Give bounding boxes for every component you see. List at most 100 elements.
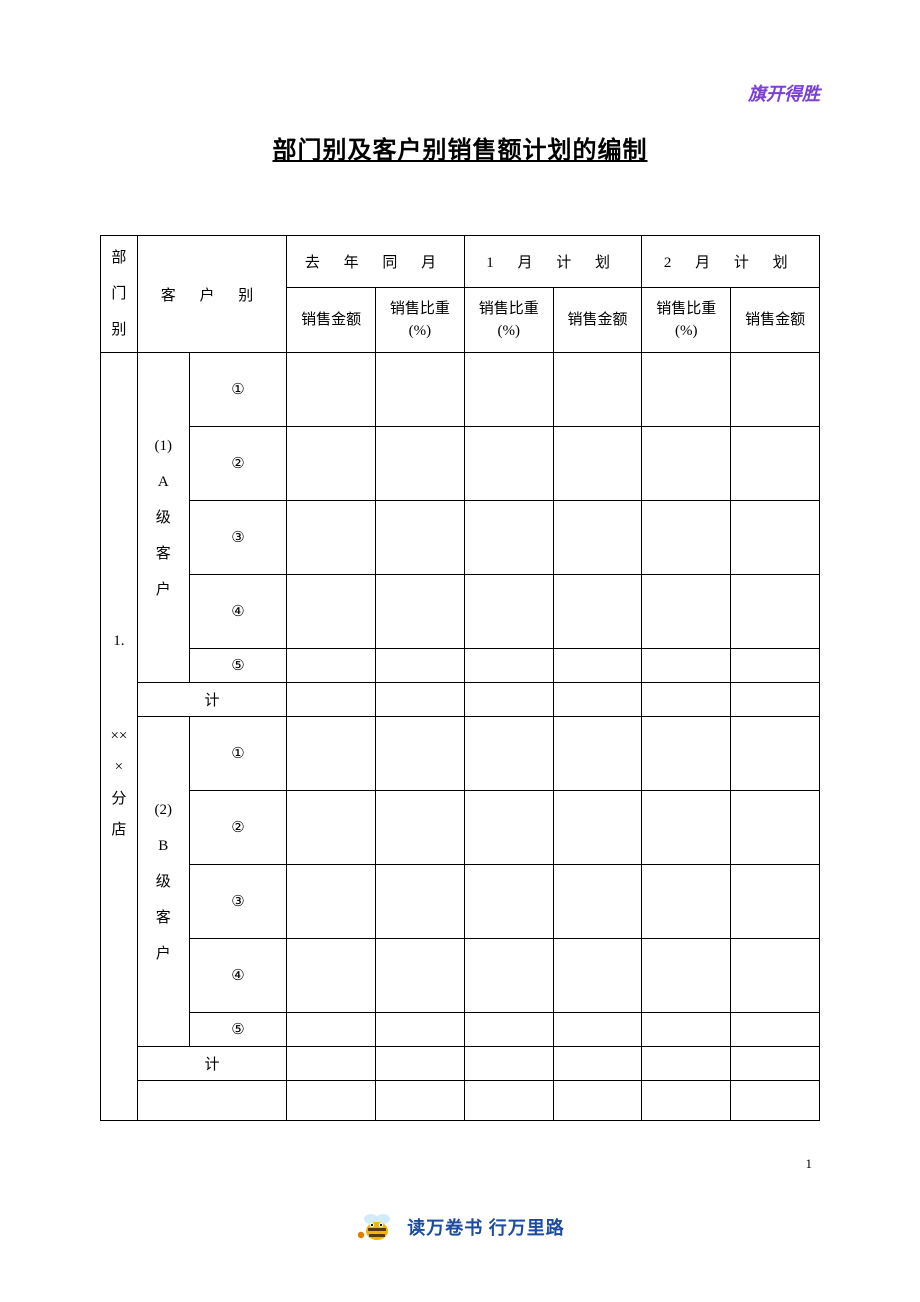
customer-level-B: (2) B 级 客 户 <box>137 717 189 1047</box>
table-row: ③ <box>101 501 820 575</box>
data-cell <box>642 1081 731 1121</box>
row-number: ② <box>189 791 286 865</box>
customer-level-A: (1) A 级 客 户 <box>137 353 189 683</box>
data-cell <box>642 939 731 1013</box>
data-cell <box>553 1047 642 1081</box>
data-cell <box>553 939 642 1013</box>
data-cell <box>464 683 553 717</box>
data-cell <box>287 1081 376 1121</box>
data-cell <box>464 501 553 575</box>
row-number: ① <box>189 353 286 427</box>
data-cell <box>464 649 553 683</box>
data-cell <box>642 501 731 575</box>
data-cell <box>287 1013 376 1047</box>
data-cell <box>642 427 731 501</box>
data-cell <box>376 683 465 717</box>
data-cell <box>287 683 376 717</box>
data-cell <box>287 1047 376 1081</box>
data-cell <box>464 939 553 1013</box>
data-cell <box>731 501 820 575</box>
data-cell <box>642 353 731 427</box>
data-cell <box>287 575 376 649</box>
dept-cell: 1. ×× × 分 店 <box>101 353 138 1121</box>
col-last-month-header: 去 年 同 月 <box>287 236 465 288</box>
page-number: 1 <box>806 1156 813 1172</box>
data-cell <box>731 939 820 1013</box>
footer-slogan: 读万卷书 行万里路 <box>407 1214 565 1240</box>
data-cell <box>376 575 465 649</box>
data-cell <box>553 865 642 939</box>
row-number: ④ <box>189 575 286 649</box>
data-cell <box>553 353 642 427</box>
last-pct-header: 销售比重(%) <box>376 288 465 353</box>
data-cell <box>731 1047 820 1081</box>
subtotal-row-B: 计 <box>101 1047 820 1081</box>
data-cell <box>376 501 465 575</box>
data-cell <box>731 683 820 717</box>
data-cell <box>731 1013 820 1047</box>
data-cell <box>553 1081 642 1121</box>
data-cell <box>287 501 376 575</box>
data-cell <box>464 791 553 865</box>
data-cell <box>376 1013 465 1047</box>
data-cell <box>376 717 465 791</box>
data-cell <box>553 501 642 575</box>
data-cell <box>553 717 642 791</box>
brand-text: 旗开得胜 <box>100 80 820 106</box>
table-row: 1. ×× × 分 店 (1) A 级 客 户 ① <box>101 353 820 427</box>
col-month2-header: 2 月 计 划 <box>642 236 820 288</box>
data-cell <box>553 791 642 865</box>
data-cell <box>642 649 731 683</box>
data-cell <box>642 575 731 649</box>
table-row: ⑤ <box>101 1013 820 1047</box>
data-cell <box>642 1013 731 1047</box>
row-number: ① <box>189 717 286 791</box>
data-cell <box>553 1013 642 1047</box>
data-cell <box>287 427 376 501</box>
data-cell <box>376 649 465 683</box>
data-cell <box>287 939 376 1013</box>
subtotal-row-A: 计 <box>101 683 820 717</box>
table-row: ④ <box>101 939 820 1013</box>
data-cell <box>731 717 820 791</box>
data-cell <box>287 353 376 427</box>
data-cell <box>731 353 820 427</box>
data-cell <box>731 1081 820 1121</box>
table-row: ③ <box>101 865 820 939</box>
m1-amount-header: 销售金额 <box>553 288 642 353</box>
row-number: ③ <box>189 501 286 575</box>
data-cell <box>731 791 820 865</box>
subtotal-label: 计 <box>137 683 286 717</box>
data-cell <box>287 865 376 939</box>
table-row: ② <box>101 791 820 865</box>
table-row: ④ <box>101 575 820 649</box>
data-cell <box>137 1081 286 1121</box>
m1-pct-header: 销售比重(%) <box>464 288 553 353</box>
data-cell <box>642 717 731 791</box>
data-cell <box>642 1047 731 1081</box>
table-row: ② <box>101 427 820 501</box>
col-month1-header: 1 月 计 划 <box>464 236 642 288</box>
data-cell <box>731 865 820 939</box>
data-cell <box>642 683 731 717</box>
last-amount-header: 销售金额 <box>287 288 376 353</box>
data-cell <box>376 865 465 939</box>
footer: 读万卷书 行万里路 <box>0 1205 920 1254</box>
data-cell <box>464 575 553 649</box>
data-cell <box>553 575 642 649</box>
data-cell <box>464 1081 553 1121</box>
data-cell <box>731 575 820 649</box>
data-cell <box>376 427 465 501</box>
data-cell <box>553 683 642 717</box>
table-row: (2) B 级 客 户 ① <box>101 717 820 791</box>
data-cell <box>376 791 465 865</box>
table-row-blank <box>101 1081 820 1121</box>
row-number: ⑤ <box>189 649 286 683</box>
document-title: 部门别及客户别销售额计划的编制 <box>100 130 820 165</box>
sales-plan-table: 部门别 客 户 别 去 年 同 月 1 月 计 划 2 月 计 划 销售金额 销… <box>100 235 820 1121</box>
data-cell <box>464 1047 553 1081</box>
bee-icon <box>355 1205 399 1249</box>
data-cell <box>287 649 376 683</box>
m2-pct-header: 销售比重(%) <box>642 288 731 353</box>
data-cell <box>464 717 553 791</box>
